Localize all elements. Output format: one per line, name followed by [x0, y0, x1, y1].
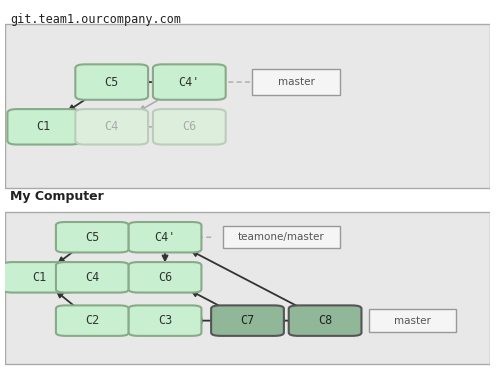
FancyBboxPatch shape [369, 310, 456, 332]
FancyArrowPatch shape [196, 235, 211, 239]
FancyArrowPatch shape [196, 318, 218, 323]
Text: master: master [278, 77, 314, 87]
Text: master: master [394, 316, 431, 326]
Text: C1: C1 [32, 271, 46, 284]
FancyArrowPatch shape [140, 97, 162, 110]
Text: C5: C5 [85, 231, 100, 244]
FancyBboxPatch shape [128, 222, 202, 253]
FancyArrowPatch shape [192, 251, 300, 307]
FancyArrowPatch shape [143, 124, 160, 129]
FancyArrowPatch shape [59, 251, 74, 263]
FancyArrowPatch shape [75, 124, 82, 129]
FancyBboxPatch shape [153, 109, 226, 144]
FancyArrowPatch shape [124, 318, 136, 323]
FancyBboxPatch shape [153, 64, 226, 100]
FancyBboxPatch shape [56, 262, 128, 292]
FancyBboxPatch shape [2, 262, 76, 292]
Text: C4: C4 [85, 271, 100, 284]
FancyBboxPatch shape [5, 24, 490, 188]
FancyBboxPatch shape [211, 305, 284, 336]
FancyBboxPatch shape [5, 211, 490, 364]
FancyArrowPatch shape [220, 80, 250, 84]
Text: C6: C6 [158, 271, 172, 284]
Text: C2: C2 [85, 314, 100, 327]
FancyArrowPatch shape [124, 235, 136, 240]
FancyArrowPatch shape [69, 98, 88, 110]
FancyArrowPatch shape [124, 275, 136, 280]
FancyBboxPatch shape [56, 222, 128, 253]
Text: teamone/master: teamone/master [238, 232, 325, 242]
FancyBboxPatch shape [128, 262, 202, 292]
FancyArrowPatch shape [162, 252, 168, 260]
Text: C4': C4' [178, 76, 200, 88]
FancyBboxPatch shape [8, 109, 80, 144]
Text: My Computer: My Computer [10, 189, 104, 203]
FancyBboxPatch shape [76, 64, 148, 100]
FancyBboxPatch shape [288, 305, 362, 336]
Text: C6: C6 [182, 120, 196, 133]
Text: C5: C5 [104, 76, 119, 88]
FancyBboxPatch shape [252, 69, 340, 95]
Text: C7: C7 [240, 314, 254, 327]
FancyArrowPatch shape [58, 292, 76, 307]
Text: C3: C3 [158, 314, 172, 327]
Text: C4: C4 [104, 120, 119, 133]
FancyArrowPatch shape [279, 318, 295, 323]
FancyBboxPatch shape [76, 109, 148, 144]
FancyArrowPatch shape [354, 319, 358, 323]
Text: git.team1.ourcompany.com: git.team1.ourcompany.com [10, 13, 181, 26]
FancyBboxPatch shape [56, 305, 128, 336]
FancyBboxPatch shape [128, 305, 202, 336]
FancyArrowPatch shape [192, 292, 222, 307]
FancyArrowPatch shape [143, 79, 160, 85]
FancyBboxPatch shape [223, 226, 340, 248]
Text: C8: C8 [318, 314, 332, 327]
Text: C4': C4' [154, 231, 176, 244]
Text: C1: C1 [36, 120, 51, 133]
